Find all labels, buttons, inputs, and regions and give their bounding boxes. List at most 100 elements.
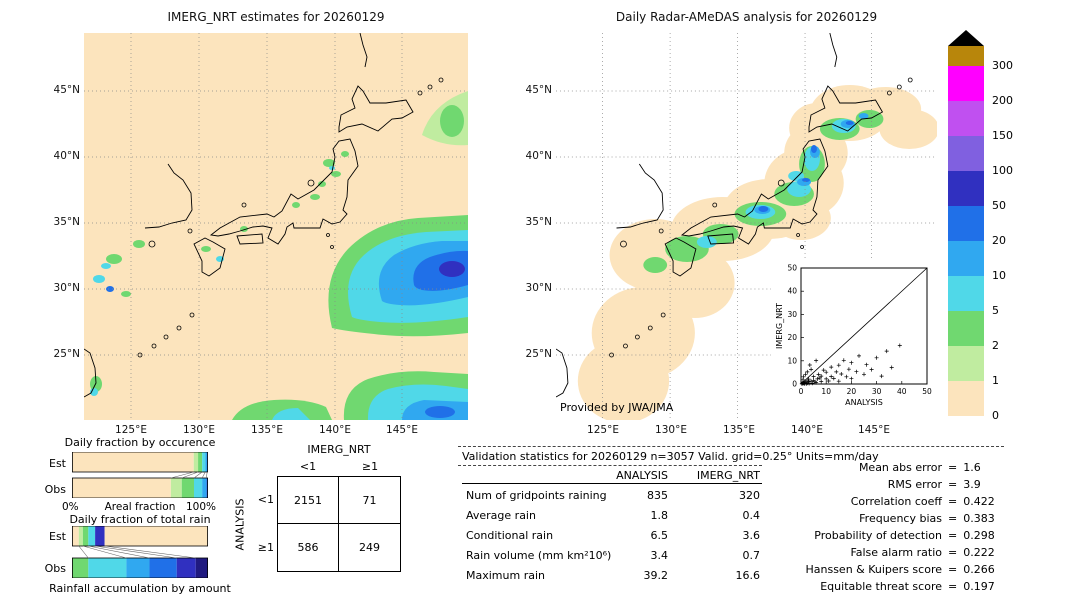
scatter-point [819,374,824,379]
scatter-point [839,372,844,376]
scatter-point [824,370,829,375]
precip-blob [655,248,735,318]
stats-row-label: Average rain [466,509,536,522]
stats-top-rule [458,446,1004,447]
identity-line [800,267,928,385]
equals-sign: = [948,563,958,576]
bar-connector [104,545,196,559]
colorbar-block [948,311,984,346]
bar-connector [170,471,194,479]
left-map-x-tick: 125°E [115,424,147,436]
colorbar-label: 1 [992,374,999,387]
contingency-grid: 2151 71 586 249 [277,476,401,572]
scatter-point [849,376,854,381]
colorbar: 300 200 150 100 50 20 10 5 2 1 0 [948,30,1040,430]
left-map-x-tick: 135°E [251,424,283,436]
contingency-cell: 2151 [278,477,339,524]
island [427,84,433,90]
scatter-point [884,349,889,354]
precip-blob [106,286,114,292]
colorbar-block [948,241,984,276]
score-row: Frequency bias = 0.383 [772,512,1078,525]
precip-blob [845,121,854,125]
occurrence-obs-label: Obs [44,483,66,496]
precip-blob [323,159,335,167]
inset-x-tick-label: 50 [922,387,932,396]
bar-connector [181,471,199,479]
colorbar-label: 100 [992,164,1013,177]
score-label: Mean abs error [858,461,942,474]
stats-row-imerg-value: 3.6 [742,529,761,542]
inset-scatter-canvas: 0 10 20 30 40 50 50 40 30 20 10 0 ANALYSIS IMERG_NRT [771,258,943,420]
scatter-point [807,363,812,367]
colorbar-label: 150 [992,129,1013,142]
contingency-cell: 249 [359,541,380,554]
coastline [84,348,97,398]
bar-outline [72,452,208,473]
bar-outline [72,477,208,498]
scatter-point [811,374,816,379]
bar-segment [202,478,207,498]
score-label: Equitable threat score [820,580,942,593]
score-label: Probability of detection [814,529,942,542]
scatter-point [897,343,902,348]
right-map-x-tick: 145°E [858,424,890,436]
scatter-point [874,355,879,360]
island [712,202,718,208]
scatter-point [869,367,874,372]
scatter-point [806,377,811,382]
inset-y-tick-label: 40 [787,287,797,296]
bar-outline [72,526,208,547]
equals-sign: = [948,461,958,474]
scatter-point [815,376,820,381]
precip-blob [855,110,884,128]
island [189,312,195,318]
inset-y-tick-label: 0 [792,380,797,389]
stats-row-imerg-value: 0.4 [742,509,761,522]
coastline [664,237,697,277]
island [148,240,156,248]
scatter-point [864,362,869,367]
scatter-point [802,381,807,386]
stats-row-analysis-value: 1.8 [650,509,669,522]
precip-blob [643,257,668,273]
bar-segment [202,452,206,472]
stats-col-analysis: ANALYSIS [616,469,668,482]
bar-segment [195,558,208,578]
precip-blob [310,194,320,200]
right-map-x-tick: 135°E [723,424,755,436]
stats-row-imerg-value: 16.6 [735,569,761,582]
colorbar-label: 10 [992,269,1006,282]
equals-sign: = [948,495,958,508]
occurrence-x-max: 100% [186,501,217,513]
contingency-row-axis: ANALYSIS [233,498,247,551]
scatter-point [809,367,814,372]
island [796,233,800,237]
scatter-point [824,376,829,381]
bar-segment [149,558,177,578]
bar-segment [104,526,208,546]
bar-connector [201,471,206,479]
contingency-col-label: <1 [299,460,317,473]
bar-segment [72,478,171,498]
inset-y-tick-label: 20 [787,333,797,342]
scatter-point [826,379,831,383]
inset-x-tick-label: 0 [799,387,804,396]
left-map-y-tick: 35°N [53,216,80,228]
occurrence-chart-title: Daily fraction by occurence [64,436,216,449]
score-value: 0.298 [963,529,995,542]
precip-blob [292,202,300,208]
contingency-row-label: <1 [257,493,274,506]
score-label: RMS error [887,478,942,491]
precip-blob [810,145,817,153]
score-value: 0.197 [963,580,995,593]
precip-blob [440,105,464,137]
island [438,77,444,83]
colorbar-label: 0 [992,409,999,422]
stats-row-imerg-value: 0.7 [742,549,761,562]
coastline [209,138,359,245]
contingency-col-axis: IMERG_NRT [307,443,371,456]
bar-segment [206,478,208,498]
island [187,228,193,234]
